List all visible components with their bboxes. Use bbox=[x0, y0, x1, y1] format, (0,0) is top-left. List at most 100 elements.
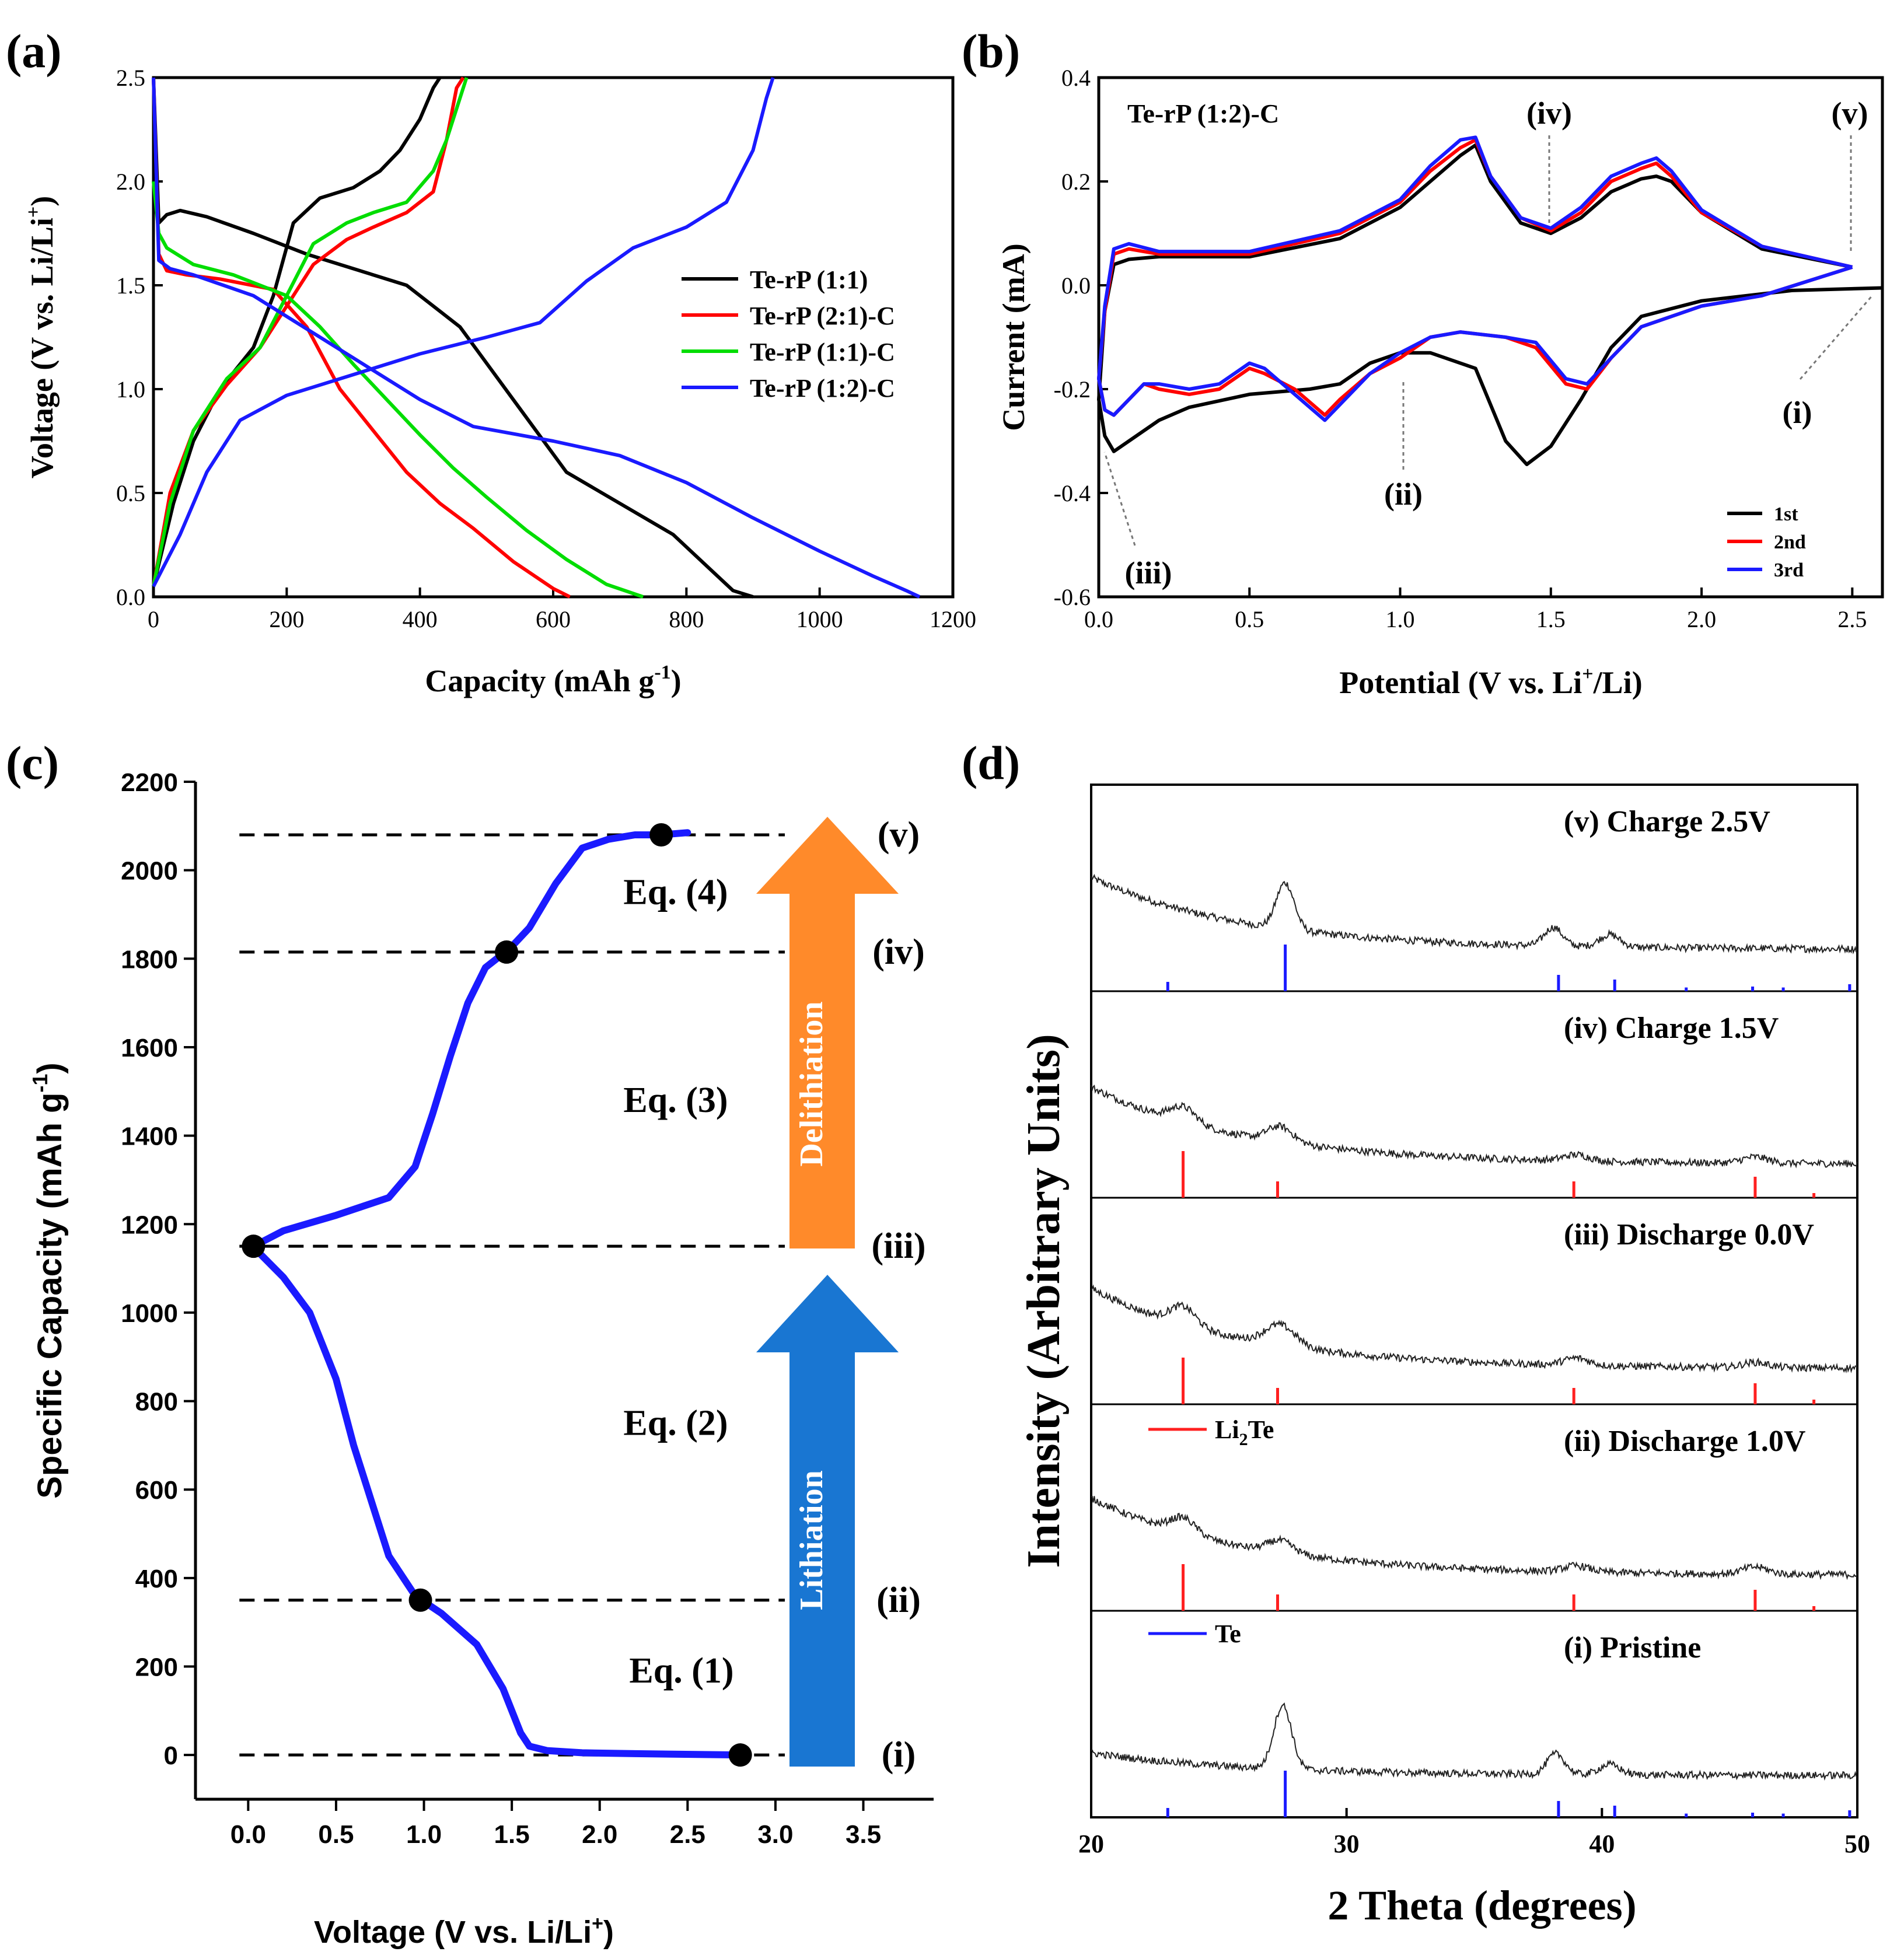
panel-d-ylabel: Intensity (Arbitrary Units) bbox=[1018, 1034, 1070, 1568]
panel-a-ticks: 0 200 400 600 800 1000 1200 0.0 0.5 1.0 1.5 2.0 2.5 bbox=[116, 65, 976, 632]
panel-b-inset-title: Te-rP (1:2)-C bbox=[1127, 99, 1279, 128]
panel-b-ticks: 0.0 0.5 1.0 1.5 2.0 2.5 -0.6 -0.4 -0.2 0.0 0.2 0.4 bbox=[1054, 65, 1867, 632]
eq-1-label: Eq. (1) bbox=[629, 1651, 733, 1691]
panel-a: (a) 0 200 400 600 800 1000 1200 0.0 0.5 1.0 1.5 2.0… bbox=[6, 25, 976, 698]
y-tick-label: 1400 bbox=[121, 1122, 178, 1151]
xrd-pattern bbox=[1091, 1495, 1858, 1580]
panel-b-annotations: (i) (ii) (iii) (iv) (v) bbox=[1103, 96, 1874, 590]
y-tick-label: -0.6 bbox=[1054, 584, 1091, 610]
panel-d: (d) 20 30 40 50 (v) Charge 2.5V (iv) Charge… bbox=[962, 736, 1870, 1929]
capacity-curve bbox=[250, 829, 744, 1759]
delithiation-arrow: Delithiation bbox=[756, 817, 899, 1248]
eq-3-label: Eq. (3) bbox=[623, 1080, 728, 1120]
x-tick-label: 20 bbox=[1078, 1830, 1104, 1858]
eq-2-label: Eq. (2) bbox=[623, 1403, 728, 1443]
y-tick-label: 1000 bbox=[121, 1299, 178, 1328]
y-tick-label: 2200 bbox=[121, 768, 178, 797]
panel-c-axes: 0.0 0.5 1.0 1.5 2.0 2.5 3.0 3.5 0 200 400 600 800 100… bbox=[121, 768, 934, 1849]
x-tick-label: 0.0 bbox=[230, 1820, 266, 1849]
panel-a-legend: Te-rP (1:1) Te-rP (2:1)-C Te-rP (1:1)-C … bbox=[682, 265, 895, 403]
annotation-ii: (ii) bbox=[1384, 477, 1423, 512]
panel-c-level-labels: (i) (ii) (iii) (iv) (v) bbox=[872, 815, 926, 1775]
x-tick-label: 50 bbox=[1844, 1830, 1870, 1858]
panel-d-dividers bbox=[1091, 990, 1857, 1612]
series-line-3rd bbox=[1097, 135, 1853, 422]
eq-4-label: Eq. (4) bbox=[623, 873, 728, 912]
state-marker bbox=[728, 1743, 752, 1767]
y-tick-label: 800 bbox=[135, 1388, 178, 1417]
series-line-1st bbox=[1097, 143, 1883, 467]
panel-d-xlabel: 2 Theta (degrees) bbox=[1327, 1882, 1636, 1929]
state-marker bbox=[495, 940, 519, 964]
state-marker bbox=[649, 823, 673, 847]
y-tick-label: 0 bbox=[164, 1741, 178, 1770]
state-marker bbox=[408, 1588, 432, 1612]
series-line-2nd bbox=[1097, 138, 1853, 417]
annotation-iii-arrow bbox=[1103, 452, 1136, 546]
pattern-label-v: (v) Charge 2.5V bbox=[1564, 805, 1770, 838]
panel-d-ticks: 20 30 40 50 bbox=[1078, 1808, 1870, 1858]
x-tick-label: 600 bbox=[536, 606, 571, 632]
panel-d-frame bbox=[1090, 784, 1858, 1818]
panel-a-xlabel: Capacity (mAh g-1) bbox=[425, 662, 681, 698]
xrd-pattern bbox=[1091, 1702, 1858, 1781]
x-tick-label: 30 bbox=[1334, 1830, 1360, 1858]
level-label-iv: (iv) bbox=[872, 932, 925, 972]
y-tick-label: 200 bbox=[135, 1653, 178, 1682]
y-tick-label: 2.5 bbox=[116, 65, 145, 91]
legend-label-te: Te bbox=[1215, 1620, 1241, 1648]
legend-label-te-rp-1-2-c: Te-rP (1:2)-C bbox=[750, 374, 895, 403]
x-tick-label: 0.5 bbox=[318, 1820, 354, 1849]
legend-label-2nd: 2nd bbox=[1774, 531, 1806, 553]
x-tick-label: 0.5 bbox=[1235, 606, 1264, 632]
series-line bbox=[152, 77, 921, 599]
state-marker bbox=[242, 1234, 265, 1258]
annotation-i: (i) bbox=[1783, 395, 1812, 430]
panel-b-xlabel: Potential (V vs. Li+/Li) bbox=[1339, 663, 1642, 700]
x-tick-label: 1.5 bbox=[1536, 606, 1566, 632]
xrd-pattern bbox=[1091, 1085, 1858, 1169]
legend-label-li2te: Li2Te bbox=[1215, 1415, 1274, 1449]
y-tick-label: 1.5 bbox=[116, 272, 145, 299]
x-tick-label: 0 bbox=[148, 606, 159, 632]
lithiation-label: Lithiation bbox=[794, 1470, 830, 1610]
y-tick-label: 2000 bbox=[121, 857, 178, 886]
x-tick-label: 2.0 bbox=[1687, 606, 1716, 632]
x-tick-label: 40 bbox=[1589, 1830, 1615, 1858]
panel-a-lines bbox=[152, 76, 921, 599]
panel-d-patterns bbox=[1091, 873, 1858, 1817]
panel-b-lines bbox=[1097, 135, 1883, 467]
annotation-i-arrow bbox=[1799, 294, 1874, 380]
annotation-v: (v) bbox=[1832, 96, 1868, 131]
legend-label-te-rp-1-1-c: Te-rP (1:1)-C bbox=[750, 338, 895, 366]
delithiation-arrow-shape bbox=[756, 817, 899, 1248]
panel-b-label: (b) bbox=[962, 25, 1020, 78]
panel-b: (b) 0.0 0.5 1.0 1.5 2.0 2.5 -0.6 -0.4 -0.2 0.0 0.2… bbox=[962, 25, 1884, 700]
panel-c: (c) 0.0 0.5 1.0 1.5 2.0 2.5 3.0 3.5 0 200 400 600 80… bbox=[6, 736, 934, 1950]
y-tick-label: 1200 bbox=[121, 1211, 178, 1239]
y-tick-label: 400 bbox=[135, 1565, 178, 1593]
legend-label-te-rp-1-1: Te-rP (1:1) bbox=[750, 265, 868, 294]
y-tick-label: 0.4 bbox=[1061, 65, 1091, 91]
pattern-label-iii: (iii) Discharge 0.0V bbox=[1564, 1218, 1814, 1251]
series-line bbox=[152, 181, 644, 599]
y-tick-label: 1600 bbox=[121, 1034, 178, 1062]
y-tick-label: 2.0 bbox=[116, 169, 145, 195]
x-tick-label: 800 bbox=[669, 606, 704, 632]
panel-c-lines bbox=[242, 823, 752, 1767]
level-label-v: (v) bbox=[878, 815, 920, 855]
panel-a-ylabel: Voltage (V vs. Li/Li+) bbox=[23, 196, 60, 478]
y-tick-label: 0.5 bbox=[116, 480, 145, 506]
panel-c-equations: Eq. (1) Eq. (2) Eq. (3) Eq. (4) bbox=[623, 873, 733, 1691]
series-line bbox=[152, 76, 442, 587]
pattern-label-ii: (ii) Discharge 1.0V bbox=[1564, 1425, 1805, 1458]
annotation-iii: (iii) bbox=[1125, 555, 1172, 590]
xrd-pattern bbox=[1091, 873, 1858, 954]
series-line bbox=[152, 77, 571, 599]
y-tick-label: 0.2 bbox=[1061, 169, 1091, 195]
level-label-iii: (iii) bbox=[872, 1226, 926, 1266]
level-label-i: (i) bbox=[882, 1735, 916, 1775]
x-tick-label: 400 bbox=[403, 606, 438, 632]
series-line bbox=[152, 77, 469, 587]
x-tick-label: 1200 bbox=[930, 606, 976, 632]
